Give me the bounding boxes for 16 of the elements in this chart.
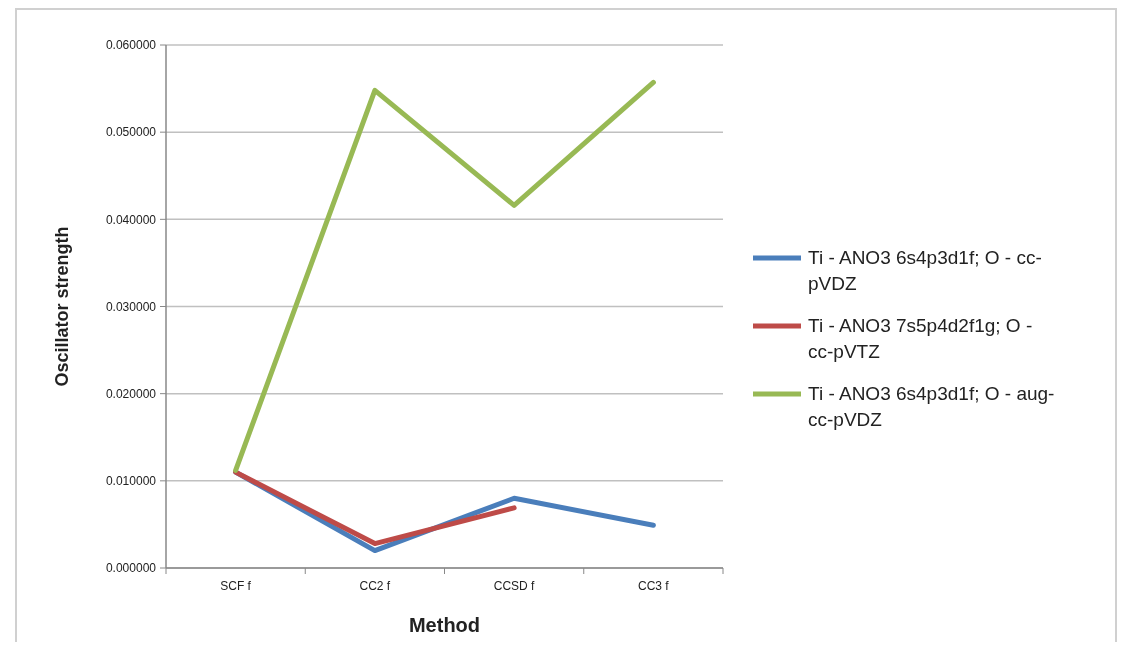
legend-label: Ti - ANO3 7s5p4d2f1g; O - cc-pVTZ (808, 315, 1033, 362)
x-tick-label: CC3 f (638, 579, 670, 593)
y-tick-label: 0.060000 (105, 38, 157, 53)
x-tick-label: SCF f (220, 579, 252, 593)
y-tick-label: 0.040000 (105, 212, 157, 227)
y-tick-label: 0.020000 (105, 386, 157, 401)
y-tick-label: 0.050000 (105, 125, 157, 140)
x-axis-title: Method (408, 614, 481, 636)
legend-label: Ti - ANO3 6s4p3d1f; O - cc-pVDZ (808, 247, 1042, 294)
x-tick-label: CCSD f (493, 579, 536, 593)
legend-label: Ti - ANO3 6s4p3d1f; O - aug-cc-pVDZ (808, 383, 1055, 430)
y-tick-label: 0.010000 (105, 474, 157, 489)
y-tick-label: 0.000000 (105, 561, 157, 576)
y-axis-title: Oscillator strength (52, 226, 72, 387)
x-tick-label: CC2 f (359, 579, 391, 593)
y-tick-label: 0.030000 (105, 299, 157, 314)
